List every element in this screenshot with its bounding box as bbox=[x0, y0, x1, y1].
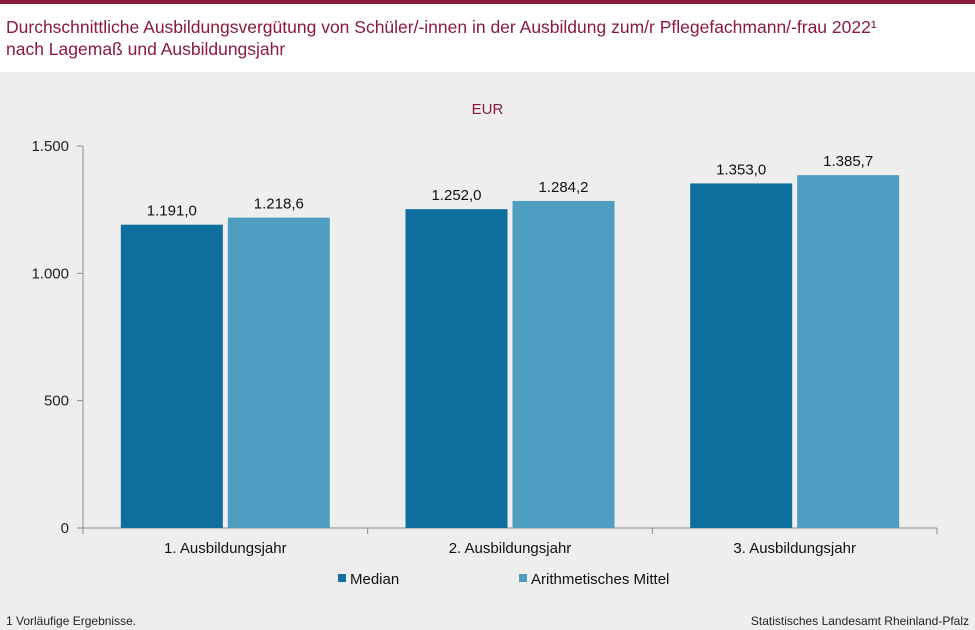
data-label: 1.353,0 bbox=[716, 161, 766, 178]
y-tick-label: 1.000 bbox=[31, 265, 69, 282]
data-label: 1.385,7 bbox=[823, 153, 873, 170]
legend-swatch bbox=[519, 574, 527, 582]
bar bbox=[512, 200, 615, 528]
chart-title: Durchschnittliche Ausbildungsvergütung v… bbox=[6, 17, 877, 37]
legend-label: Arithmetisches Mittel bbox=[531, 571, 669, 588]
top-rule bbox=[0, 0, 975, 4]
y-tick-label: 0 bbox=[61, 520, 69, 537]
source-label: Statistisches Landesamt Rheinland-Pfalz bbox=[750, 614, 969, 628]
unit-label: EUR bbox=[471, 101, 504, 118]
y-tick-label: 1.500 bbox=[31, 138, 69, 155]
x-tick-label: 2. Ausbildungsjahr bbox=[449, 540, 572, 557]
y-tick-label: 500 bbox=[44, 393, 69, 410]
data-label: 1.252,0 bbox=[431, 187, 481, 204]
bar bbox=[690, 183, 793, 528]
legend-swatch bbox=[338, 574, 346, 582]
x-tick-label: 1. Ausbildungsjahr bbox=[164, 540, 287, 557]
data-label: 1.218,6 bbox=[254, 196, 304, 213]
x-tick-label: 3. Ausbildungsjahr bbox=[733, 540, 856, 557]
bar bbox=[797, 175, 900, 528]
chart-subtitle: nach Lagemaß und Ausbildungsjahr bbox=[6, 39, 286, 59]
bar bbox=[120, 224, 223, 528]
legend-label: Median bbox=[350, 571, 399, 588]
footnote: 1 Vorläufige Ergebnisse. bbox=[6, 614, 137, 628]
data-label: 1.284,2 bbox=[538, 179, 588, 196]
bar bbox=[227, 217, 330, 528]
data-label: 1.191,0 bbox=[147, 203, 197, 220]
chart-header: Durchschnittliche Ausbildungsvergütung v… bbox=[0, 4, 975, 72]
bar bbox=[405, 209, 508, 528]
